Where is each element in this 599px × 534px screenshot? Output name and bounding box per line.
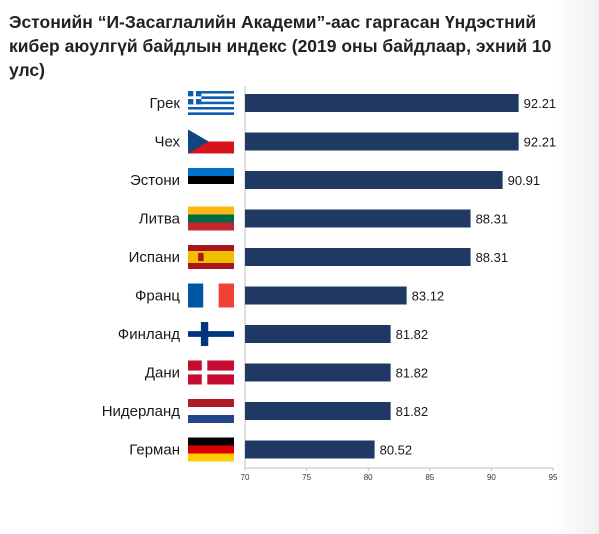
value-label: 90.91 [508, 173, 541, 188]
denmark-flag-icon [188, 360, 234, 385]
x-tick-label: 75 [302, 473, 311, 482]
category-label: Финланд [118, 326, 180, 343]
category-label: Чех [154, 134, 180, 151]
lithuania-flag-icon [188, 206, 234, 231]
bar [245, 171, 503, 189]
bar [245, 209, 471, 228]
x-tick-label: 80 [364, 473, 373, 482]
czech-flag-icon [188, 129, 234, 154]
value-label: 88.31 [476, 250, 509, 265]
france-flag-icon [188, 283, 234, 308]
category-label: Эстони [130, 172, 180, 189]
bar [245, 440, 375, 459]
spain-flag-icon [188, 245, 234, 269]
chart-title: Эстонийн “И-Засаглалийн Академи”-аас гар… [9, 12, 552, 80]
greece-flag-icon [188, 91, 234, 115]
value-label: 83.12 [412, 289, 445, 304]
x-tick-label: 95 [549, 473, 558, 482]
x-tick-label: 70 [241, 473, 250, 482]
estonia-flag-icon [188, 168, 234, 192]
category-label: Дани [145, 365, 180, 382]
value-label: 80.52 [380, 443, 413, 458]
bar [245, 325, 391, 343]
category-label: Франц [135, 288, 180, 305]
value-label: 88.31 [476, 212, 509, 227]
bar [245, 402, 391, 420]
category-label: Грек [149, 95, 180, 112]
category-label: Герман [129, 442, 180, 459]
value-label: 81.82 [396, 366, 429, 381]
value-label: 81.82 [396, 404, 429, 419]
value-label: 81.82 [396, 327, 429, 342]
bar [245, 132, 519, 151]
bar [245, 248, 471, 266]
bar [245, 94, 519, 112]
x-tick-label: 90 [487, 473, 496, 482]
category-label: Литва [139, 211, 181, 228]
bar [245, 286, 407, 305]
category-label: Нидерланд [102, 403, 181, 420]
value-label: 92.21 [524, 135, 557, 150]
category-label: Испани [129, 249, 180, 266]
bar [245, 363, 391, 382]
finland-flag-icon [188, 322, 234, 346]
x-tick-label: 85 [425, 473, 434, 482]
value-label: 92.21 [524, 96, 557, 111]
germany-flag-icon [188, 437, 234, 462]
netherlands-flag-icon [188, 399, 234, 423]
